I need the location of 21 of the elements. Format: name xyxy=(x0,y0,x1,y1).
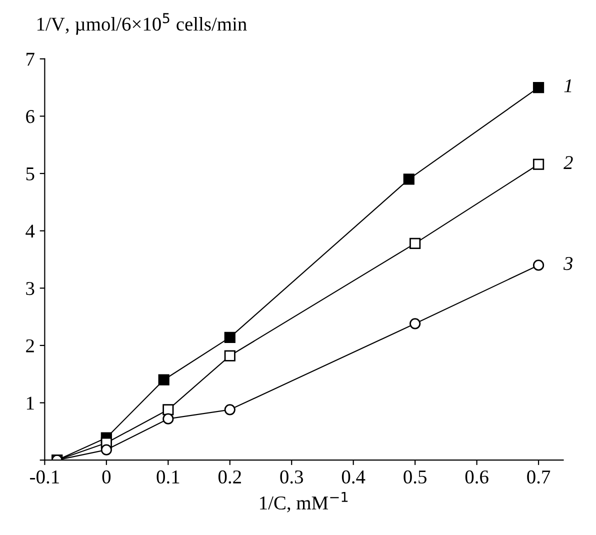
y-tick-label: 7 xyxy=(26,52,34,66)
y-tick-label: 3 xyxy=(26,282,34,296)
y-tick-label: 4 xyxy=(26,224,35,238)
x-tick-label: -0.1 xyxy=(30,470,59,484)
y-tick-label: 2 xyxy=(26,339,34,352)
series-label: 3 xyxy=(564,257,573,270)
series-label: 2 xyxy=(564,156,573,169)
x-tick-label: 0.5 xyxy=(404,470,426,484)
x-axis-title: 1/C, mM$^{−1}$ xyxy=(260,492,348,512)
x-tick-label: 0.4 xyxy=(342,470,366,484)
y-tick-label: 6 xyxy=(26,110,34,124)
y-tick-label: 1 xyxy=(26,396,34,410)
x-tick-label: 0.3 xyxy=(280,470,304,484)
y-axis-title: 1/V, µmol/6×10$^{5}$ cells/min xyxy=(37,13,247,35)
y-tick-label: 5 xyxy=(26,168,34,180)
x-tick-label: 0.6 xyxy=(465,470,488,484)
series-label: 1 xyxy=(564,79,572,92)
x-tick-label: 0.2 xyxy=(218,470,241,484)
x-tick-label: 0.7 xyxy=(527,470,550,484)
x-tick-label: 0.1 xyxy=(156,470,180,484)
x-tick-label: 0 xyxy=(102,470,111,484)
